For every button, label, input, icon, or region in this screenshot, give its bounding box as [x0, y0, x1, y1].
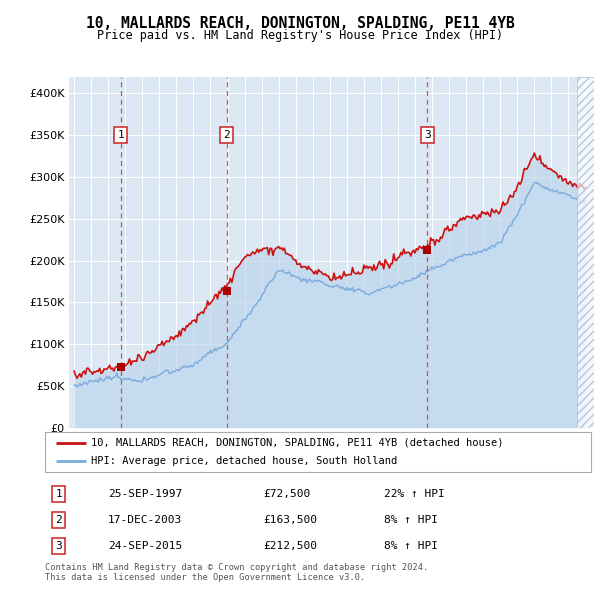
Text: 2: 2	[223, 130, 230, 140]
Text: 1: 1	[55, 489, 62, 499]
Text: This data is licensed under the Open Government Licence v3.0.: This data is licensed under the Open Gov…	[45, 572, 365, 582]
Text: HPI: Average price, detached house, South Holland: HPI: Average price, detached house, Sout…	[91, 456, 398, 466]
Text: Price paid vs. HM Land Registry's House Price Index (HPI): Price paid vs. HM Land Registry's House …	[97, 29, 503, 42]
Text: 3: 3	[55, 541, 62, 551]
Text: 8% ↑ HPI: 8% ↑ HPI	[383, 541, 437, 551]
Text: 22% ↑ HPI: 22% ↑ HPI	[383, 489, 444, 499]
Text: £72,500: £72,500	[263, 489, 311, 499]
Text: 25-SEP-1997: 25-SEP-1997	[108, 489, 182, 499]
Text: 10, MALLARDS REACH, DONINGTON, SPALDING, PE11 4YB (detached house): 10, MALLARDS REACH, DONINGTON, SPALDING,…	[91, 438, 504, 448]
Text: £212,500: £212,500	[263, 541, 317, 551]
Text: 10, MALLARDS REACH, DONINGTON, SPALDING, PE11 4YB: 10, MALLARDS REACH, DONINGTON, SPALDING,…	[86, 16, 514, 31]
Text: Contains HM Land Registry data © Crown copyright and database right 2024.: Contains HM Land Registry data © Crown c…	[45, 563, 428, 572]
Text: 3: 3	[424, 130, 431, 140]
Text: 1: 1	[117, 130, 124, 140]
Text: 2: 2	[55, 515, 62, 525]
Text: 24-SEP-2015: 24-SEP-2015	[108, 541, 182, 551]
Text: 8% ↑ HPI: 8% ↑ HPI	[383, 515, 437, 525]
Text: £163,500: £163,500	[263, 515, 317, 525]
Text: 17-DEC-2003: 17-DEC-2003	[108, 515, 182, 525]
